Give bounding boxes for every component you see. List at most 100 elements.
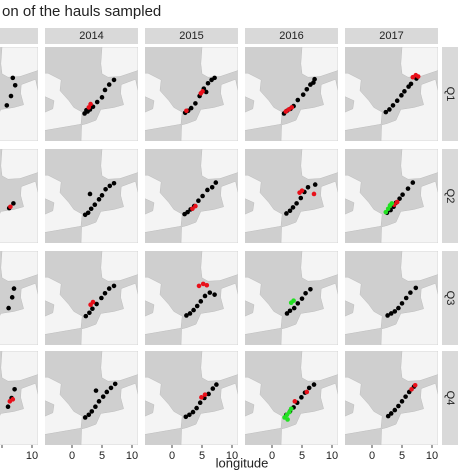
haul-point	[288, 406, 294, 412]
x-tick-label: 0	[69, 450, 75, 462]
land	[0, 282, 38, 345]
land	[300, 149, 338, 180]
haul-point	[311, 382, 317, 387]
haul-point	[207, 290, 213, 295]
land	[400, 47, 438, 78]
haul-point	[197, 400, 203, 406]
haul-point	[94, 99, 100, 105]
panel	[145, 47, 238, 141]
haul-point	[96, 197, 102, 202]
land	[180, 282, 238, 345]
chart-title: on of the hauls sampled	[2, 3, 161, 20]
haul-point	[204, 282, 210, 288]
panel	[0, 351, 38, 445]
haul-point	[396, 403, 401, 409]
haul-point	[298, 195, 304, 201]
haul-point	[11, 201, 16, 206]
column-strip	[45, 28, 138, 44]
land	[200, 47, 238, 78]
haul-point	[387, 107, 392, 112]
haul-point	[108, 385, 114, 391]
haul-point	[385, 206, 391, 212]
haul-point	[388, 411, 394, 416]
haul-point	[392, 309, 398, 314]
haul-point	[202, 392, 208, 397]
haul-point	[104, 389, 110, 395]
row-label: Q2	[444, 189, 456, 204]
haul-point	[102, 291, 108, 296]
haul-point	[200, 193, 205, 199]
haul-point	[99, 95, 105, 100]
x-tick-label: 5	[199, 450, 205, 462]
haul-point	[399, 399, 405, 404]
haul-point	[212, 292, 217, 297]
haul-point	[187, 311, 193, 316]
land	[100, 351, 138, 382]
panel	[145, 351, 238, 445]
haul-point	[196, 198, 201, 203]
row-strip	[442, 149, 458, 243]
land	[45, 72, 83, 131]
haul-point	[408, 81, 414, 87]
panel	[245, 251, 338, 345]
haul-point	[96, 399, 102, 404]
haul-point	[399, 93, 404, 98]
land	[245, 376, 283, 435]
panel	[245, 149, 338, 243]
x-tick-label: 5	[299, 450, 305, 462]
panel	[0, 149, 38, 243]
haul-point	[303, 291, 308, 296]
row-label: Q3	[444, 291, 456, 306]
haul-point	[308, 286, 313, 292]
haul-point	[94, 301, 99, 307]
land	[245, 174, 283, 233]
x-tick-label: 5	[99, 450, 105, 462]
haul-point	[103, 186, 108, 192]
haul-point	[202, 293, 208, 299]
land	[80, 382, 138, 445]
haul-point	[193, 101, 198, 106]
row-label: Q1	[444, 87, 456, 102]
haul-point	[88, 101, 93, 107]
panel	[345, 149, 438, 243]
land	[100, 149, 138, 180]
land	[100, 251, 138, 282]
land	[145, 276, 183, 335]
haul-point	[300, 92, 306, 97]
land	[280, 382, 338, 445]
panel	[345, 47, 438, 141]
haul-point	[89, 409, 95, 414]
haul-point	[213, 180, 219, 185]
land	[0, 78, 38, 141]
haul-point	[394, 98, 400, 104]
haul-point	[410, 180, 416, 185]
x-tick-label: 0	[369, 450, 375, 462]
haul-point	[198, 299, 204, 304]
haul-point	[394, 199, 400, 205]
panel	[145, 251, 238, 345]
haul-point	[111, 180, 117, 186]
haul-point	[190, 409, 196, 415]
haul-point	[90, 299, 96, 305]
land	[200, 351, 238, 382]
land	[380, 282, 438, 345]
column-label: 2017	[379, 30, 403, 42]
haul-point	[205, 80, 211, 86]
land	[300, 251, 338, 282]
land	[45, 276, 83, 335]
haul-point	[389, 201, 395, 206]
panel	[345, 251, 438, 345]
row-strip	[442, 251, 458, 345]
land	[0, 351, 38, 382]
panel	[45, 149, 138, 243]
haul-point	[11, 286, 17, 291]
haul-point	[292, 399, 298, 404]
haul-point	[287, 308, 293, 314]
haul-point	[12, 82, 18, 88]
haul-point	[397, 196, 402, 201]
haul-point	[88, 206, 94, 212]
haul-point	[191, 307, 196, 313]
haul-point	[111, 283, 117, 289]
row-strip	[442, 351, 458, 445]
haul-point	[405, 186, 411, 191]
